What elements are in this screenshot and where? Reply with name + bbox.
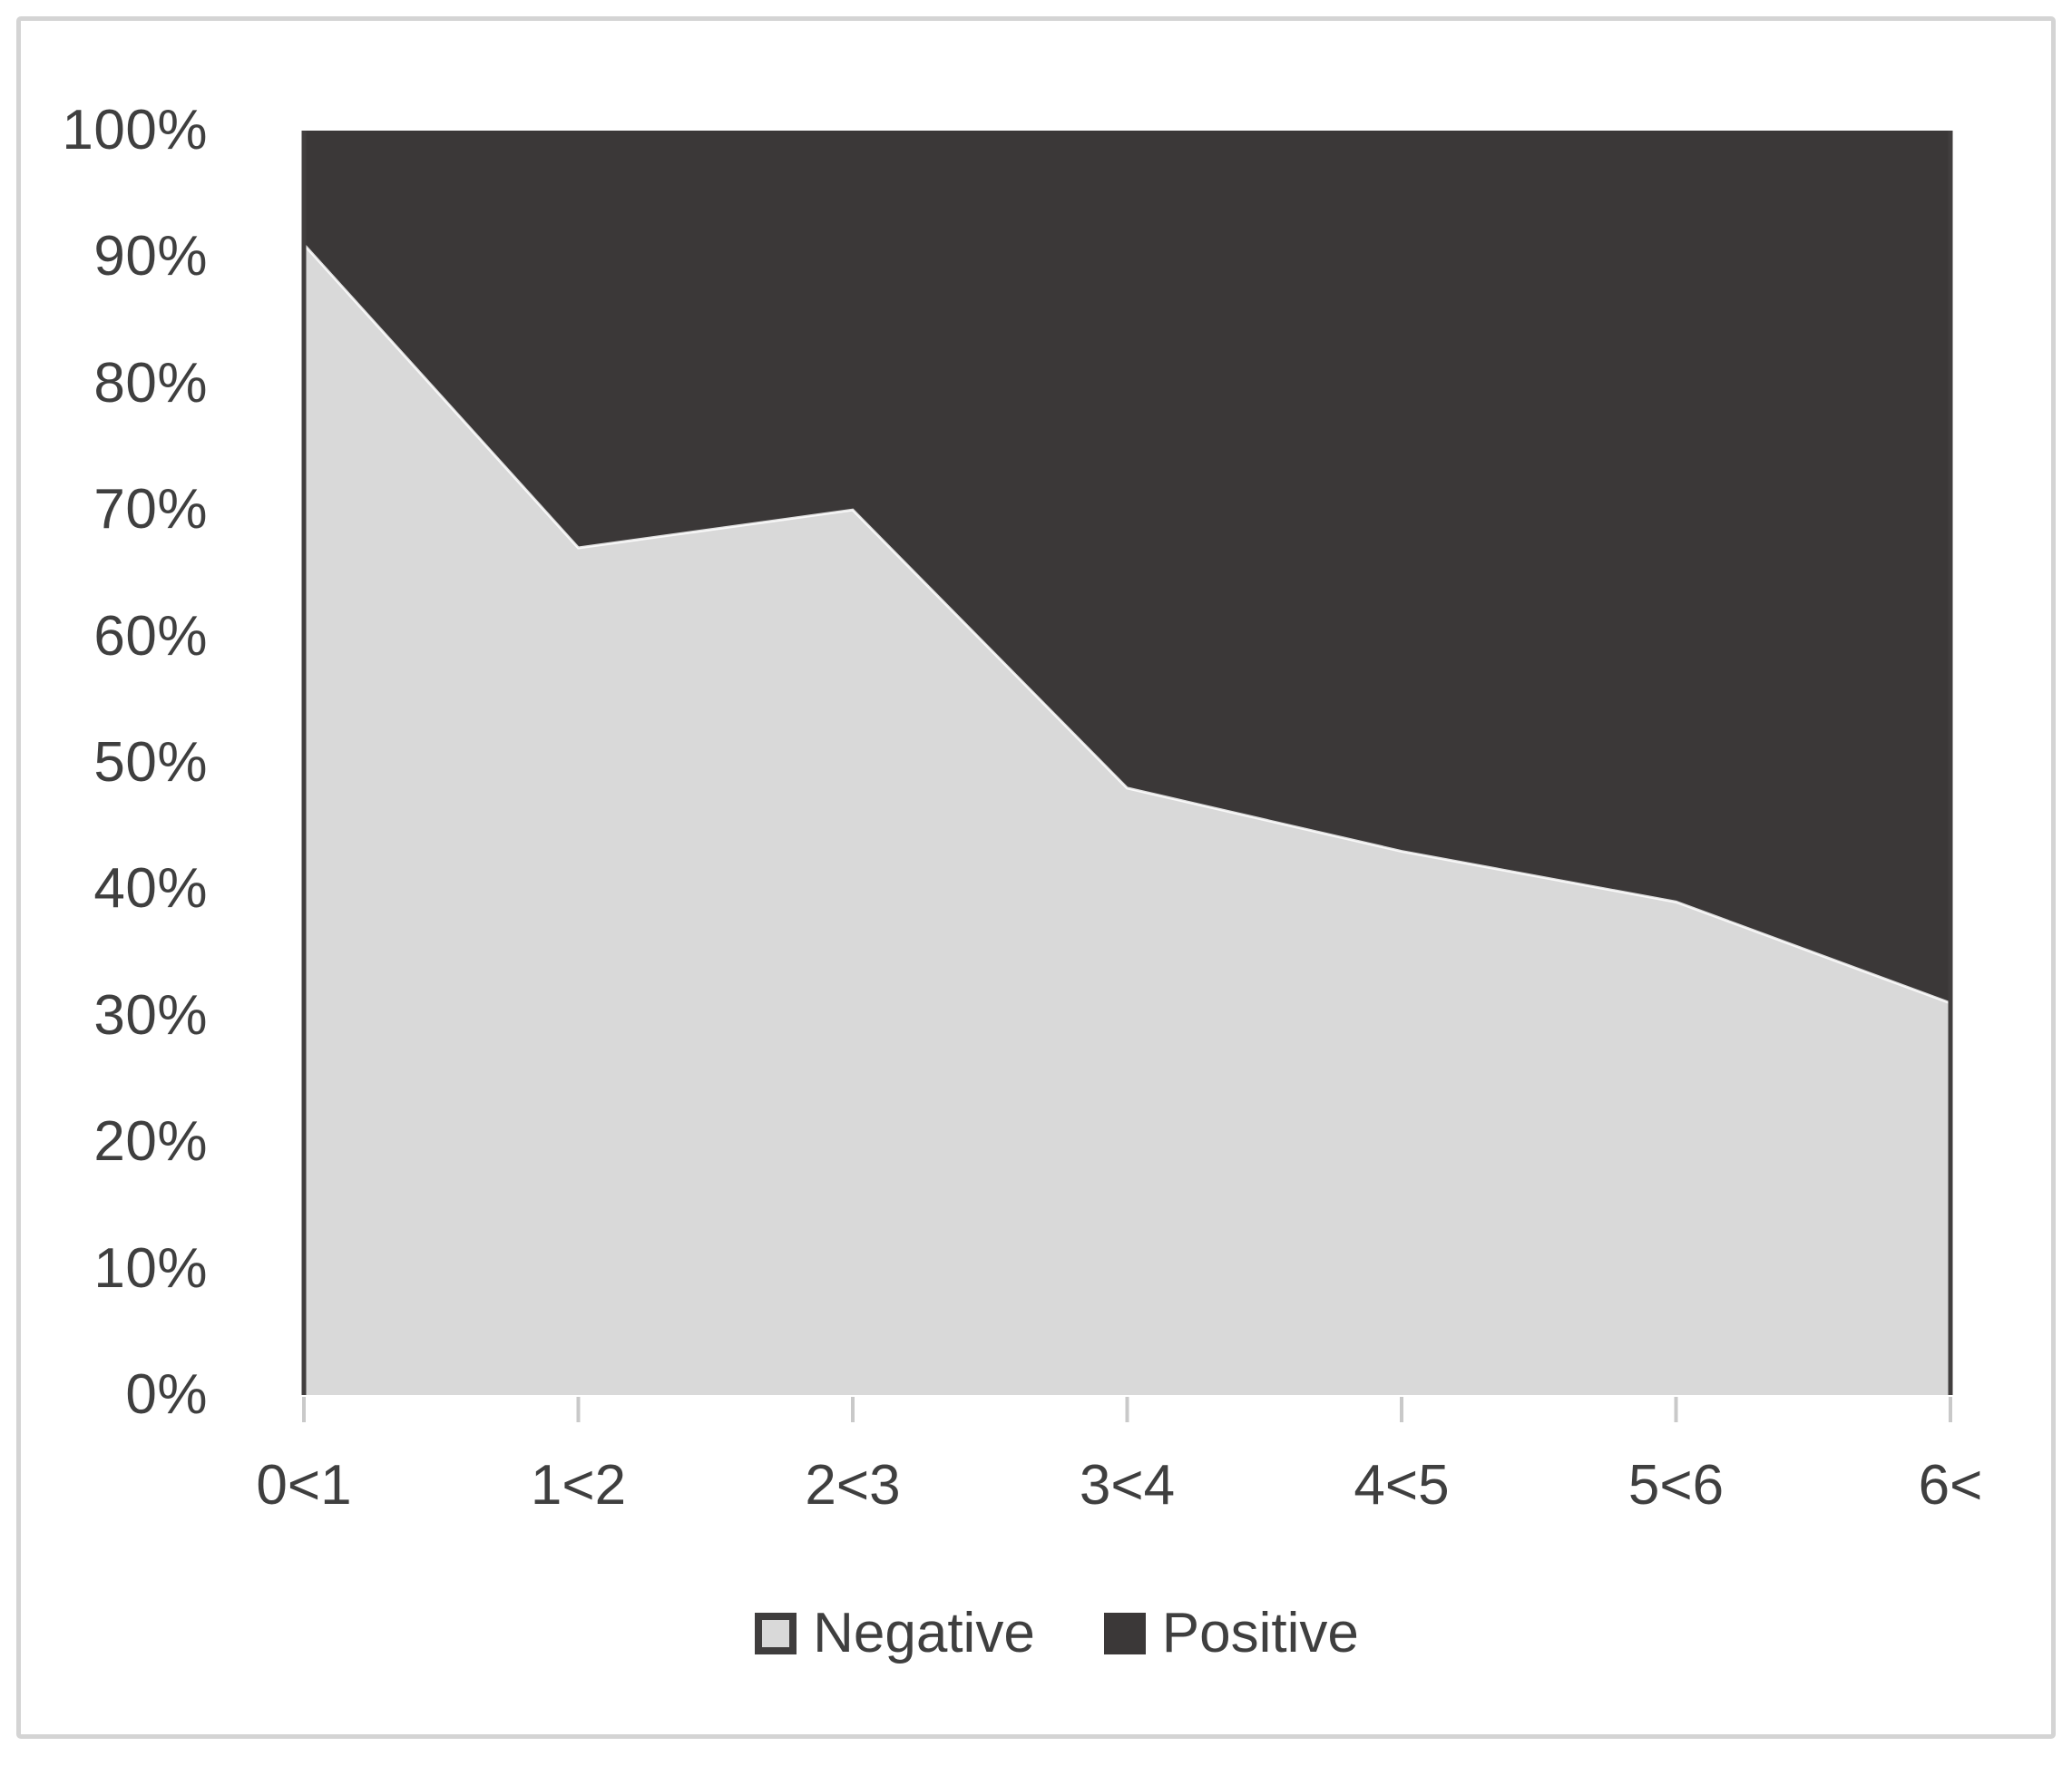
y-axis-tick-label: 70% (0, 478, 208, 542)
y-axis-tick-label: 90% (0, 225, 208, 288)
x-axis-category-label: 1<2 (443, 1454, 715, 1517)
x-axis-category-label: 5<6 (1540, 1454, 1813, 1517)
x-axis-category-label: 0<1 (168, 1454, 440, 1517)
x-axis-category-label: 3<4 (992, 1454, 1264, 1517)
y-axis-tick-label: 100% (0, 99, 208, 162)
y-axis-tick-label: 10% (0, 1237, 208, 1301)
x-axis-category-label: 4<5 (1266, 1454, 1538, 1517)
y-axis-tick-label: 80% (0, 352, 208, 415)
legend-label-positive: Positive (1162, 1601, 1359, 1665)
legend: Negative Positive (21, 1601, 2072, 1665)
y-axis-tick-label: 50% (0, 731, 208, 795)
legend-item-negative: Negative (755, 1601, 1035, 1665)
legend-key-negative-swatch (755, 1613, 797, 1654)
y-axis-tick-label: 40% (0, 857, 208, 921)
y-axis-tick-label: 20% (0, 1110, 208, 1174)
y-axis-tick-label: 60% (0, 605, 208, 668)
y-axis-tick-label: 0% (0, 1363, 208, 1427)
legend-label-negative: Negative (813, 1601, 1035, 1665)
legend-item-positive: Positive (1104, 1601, 1359, 1665)
x-axis-category-label: 6< (1814, 1454, 2072, 1517)
y-axis-tick-label: 30% (0, 984, 208, 1048)
x-axis-category-label: 2<3 (717, 1454, 989, 1517)
legend-key-positive-swatch (1104, 1613, 1146, 1654)
